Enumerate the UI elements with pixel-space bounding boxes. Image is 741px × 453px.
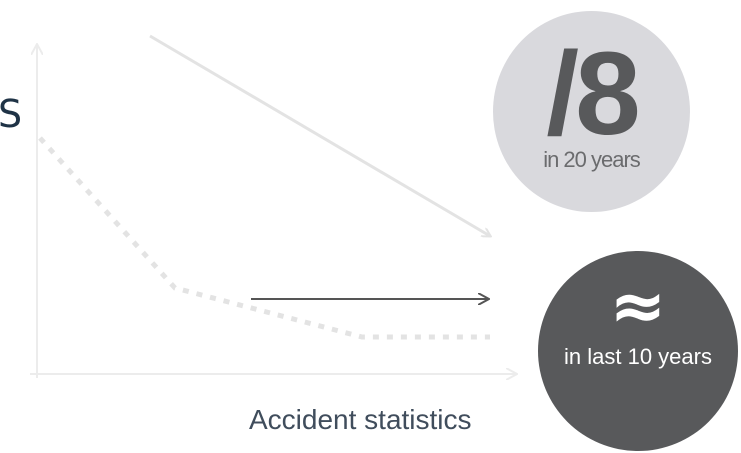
decline-arrow bbox=[149, 34, 490, 236]
chart-caption: Accident statistics bbox=[249, 404, 472, 435]
twenty-year-badge: /8 in 20 years bbox=[493, 11, 690, 212]
approximately-equal-icon: ≈ bbox=[609, 267, 667, 346]
side-letter: S bbox=[0, 92, 23, 136]
badge-caption: in 20 years bbox=[543, 147, 641, 172]
dashed-trend-line bbox=[38, 136, 490, 340]
ten-year-badge: ≈ in last 10 years bbox=[538, 251, 738, 451]
badge-value: /8 bbox=[546, 28, 640, 160]
badge-caption: in last 10 years bbox=[564, 344, 712, 369]
